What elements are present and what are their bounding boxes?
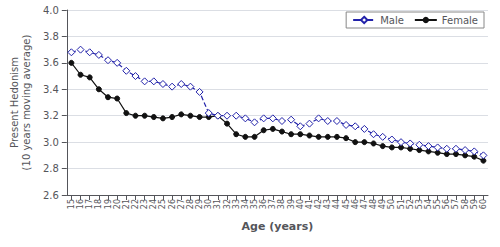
svg-text:4.0: 4.0 <box>43 5 59 16</box>
svg-text:20: 20 <box>113 199 122 209</box>
svg-text:45: 45 <box>342 199 351 209</box>
svg-text:3.0: 3.0 <box>43 137 59 148</box>
svg-text:31: 31 <box>213 199 222 209</box>
svg-text:3.6: 3.6 <box>43 57 59 68</box>
svg-text:55: 55 <box>433 199 442 209</box>
svg-text:51: 51 <box>397 199 406 209</box>
svg-text:52: 52 <box>406 199 415 209</box>
svg-text:59: 59 <box>470 199 479 209</box>
svg-text:26: 26 <box>168 199 177 209</box>
svg-text:48: 48 <box>369 199 378 209</box>
svg-text:Male: Male <box>380 15 404 26</box>
svg-text:33: 33 <box>232 199 241 209</box>
svg-text:43: 43 <box>323 199 332 209</box>
svg-text:38: 38 <box>277 199 286 209</box>
svg-text:37: 37 <box>268 199 277 209</box>
svg-text:28: 28 <box>186 199 195 209</box>
svg-text:46: 46 <box>351 199 360 209</box>
svg-text:15: 15 <box>67 199 76 209</box>
svg-text:39: 39 <box>287 199 296 209</box>
svg-text:2.6: 2.6 <box>43 190 59 201</box>
svg-text:(10 years moving average): (10 years moving average) <box>21 35 32 171</box>
svg-text:35: 35 <box>250 199 259 209</box>
svg-text:22: 22 <box>131 199 140 209</box>
svg-text:50: 50 <box>387 199 396 209</box>
svg-text:16: 16 <box>76 199 85 209</box>
svg-text:Female: Female <box>442 15 478 26</box>
svg-text:47: 47 <box>360 199 369 209</box>
svg-text:53: 53 <box>415 199 424 209</box>
svg-text:2.8: 2.8 <box>43 163 59 174</box>
svg-text:27: 27 <box>177 199 186 209</box>
svg-text:44: 44 <box>332 199 341 209</box>
svg-text:41: 41 <box>305 199 314 209</box>
svg-text:18: 18 <box>94 199 103 209</box>
svg-text:3.8: 3.8 <box>43 31 59 42</box>
svg-text:40: 40 <box>296 199 305 209</box>
svg-text:3.4: 3.4 <box>43 84 59 95</box>
svg-text:23: 23 <box>140 199 149 209</box>
svg-text:21: 21 <box>122 199 131 209</box>
svg-text:17: 17 <box>85 199 94 209</box>
svg-text:Present Hedonism: Present Hedonism <box>9 57 20 148</box>
svg-text:32: 32 <box>223 199 232 209</box>
svg-text:24: 24 <box>149 199 158 209</box>
svg-text:57: 57 <box>451 199 460 209</box>
svg-text:58: 58 <box>461 199 470 209</box>
svg-text:54: 54 <box>424 199 433 209</box>
svg-text:49: 49 <box>378 199 387 209</box>
svg-text:29: 29 <box>195 199 204 209</box>
svg-text:3.2: 3.2 <box>43 110 59 121</box>
svg-text:19: 19 <box>104 199 113 209</box>
svg-text:25: 25 <box>158 199 167 209</box>
svg-text:Age (years): Age (years) <box>242 220 314 233</box>
svg-text:36: 36 <box>259 199 268 209</box>
svg-text:30: 30 <box>204 199 213 209</box>
svg-text:56: 56 <box>442 199 451 209</box>
svg-text:60: 60 <box>479 199 488 209</box>
svg-text:42: 42 <box>314 199 323 209</box>
svg-text:34: 34 <box>241 199 250 209</box>
